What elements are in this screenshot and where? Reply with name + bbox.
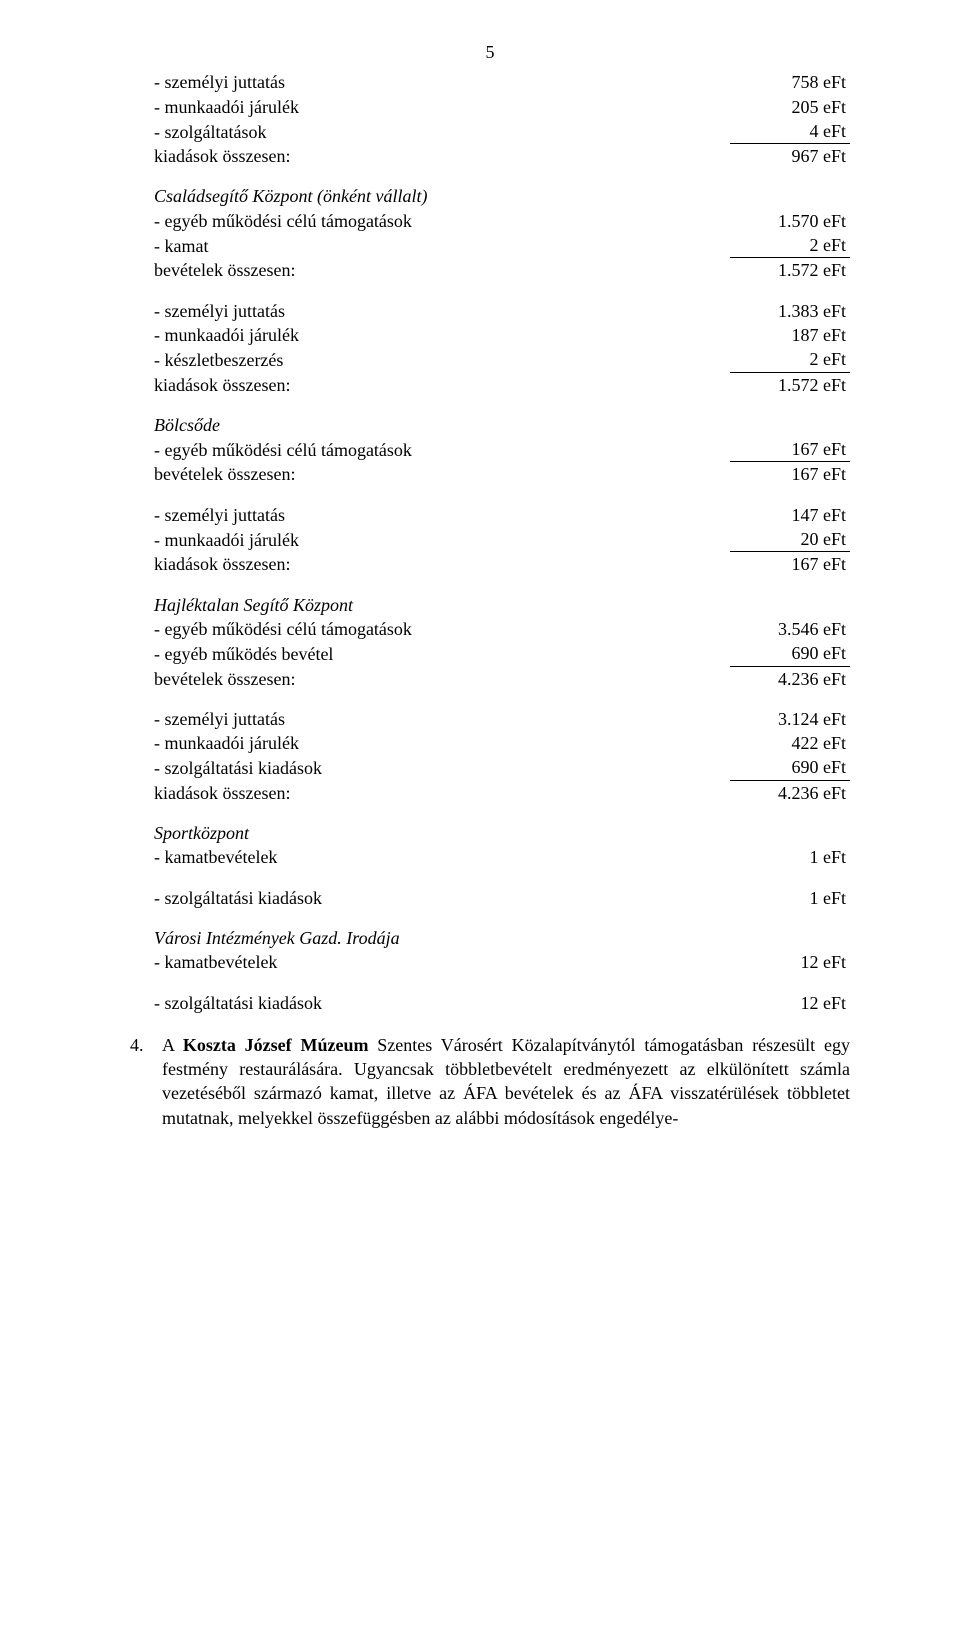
paragraph-pre: A	[162, 1035, 183, 1055]
item-value: 1.383 eFt	[730, 299, 850, 323]
item-value: 3.124 eFt	[730, 707, 850, 731]
line-item: - kamatbevételek 12 eFt	[154, 950, 850, 974]
item-value: 1 eFt	[730, 845, 850, 869]
item-value: 2 eFt	[730, 347, 850, 372]
item-value: 3.546 eFt	[730, 617, 850, 641]
item-label: bevételek összesen:	[154, 667, 730, 691]
item-value: 690 eFt	[730, 641, 850, 666]
line-item: - egyéb működés bevétel 690 eFt	[154, 641, 850, 666]
section-title: Családsegítő Központ (önként vállalt)	[154, 184, 850, 208]
total-row: kiadások összesen: 167 eFt	[154, 552, 850, 576]
item-label: - készletbeszerzés	[154, 348, 730, 372]
item-value: 1 eFt	[730, 886, 850, 910]
item-label: kiadások összesen:	[154, 781, 730, 805]
line-item: - szolgáltatási kiadások 690 eFt	[154, 755, 850, 780]
item-label: kiadások összesen:	[154, 144, 730, 168]
item-label: - munkaadói járulék	[154, 528, 730, 552]
item-label: - szolgáltatási kiadások	[154, 991, 730, 1015]
item-value: 167 eFt	[730, 552, 850, 576]
item-value: 12 eFt	[730, 950, 850, 974]
total-row: bevételek összesen: 1.572 eFt	[154, 258, 850, 282]
item-value: 422 eFt	[730, 731, 850, 755]
item-label: - személyi juttatás	[154, 707, 730, 731]
item-label: - személyi juttatás	[154, 503, 730, 527]
item-value: 4.236 eFt	[730, 667, 850, 691]
item-label: - egyéb működési célú támogatások	[154, 209, 730, 233]
numbered-paragraph: 4. A Koszta József Múzeum Szentes Városé…	[130, 1033, 850, 1130]
item-value: 2 eFt	[730, 233, 850, 258]
line-item: - személyi juttatás 1.383 eFt	[154, 299, 850, 323]
line-item: - szolgáltatási kiadások 1 eFt	[154, 886, 850, 910]
section-title: Városi Intézmények Gazd. Irodája	[154, 926, 850, 950]
total-row: kiadások összesen: 967 eFt	[154, 144, 850, 168]
item-label: - munkaadói járulék	[154, 95, 730, 119]
line-item: - készletbeszerzés 2 eFt	[154, 347, 850, 372]
item-label: - személyi juttatás	[154, 70, 730, 94]
item-value: 4 eFt	[730, 119, 850, 144]
line-item: - munkaadói járulék 20 eFt	[154, 527, 850, 552]
item-label: - szolgáltatások	[154, 120, 730, 144]
item-label: - kamat	[154, 234, 730, 258]
line-item: - szolgáltatások 4 eFt	[154, 119, 850, 144]
item-label: - munkaadói járulék	[154, 731, 730, 755]
item-label: bevételek összesen:	[154, 258, 730, 282]
line-item: - egyéb működési célú támogatások 167 eF…	[154, 437, 850, 462]
item-value: 1.572 eFt	[730, 258, 850, 282]
paragraph-bold: Koszta József Múzeum	[183, 1035, 369, 1055]
line-item: - személyi juttatás 758 eFt	[154, 70, 850, 94]
item-value: 758 eFt	[730, 70, 850, 94]
section-title: Hajléktalan Segítő Központ	[154, 593, 850, 617]
line-item: - kamatbevételek 1 eFt	[154, 845, 850, 869]
item-label: - egyéb működési célú támogatások	[154, 438, 730, 462]
item-value: 1.572 eFt	[730, 373, 850, 397]
total-row: kiadások összesen: 1.572 eFt	[154, 373, 850, 397]
line-item: - munkaadói járulék 205 eFt	[154, 95, 850, 119]
line-item: - kamat 2 eFt	[154, 233, 850, 258]
item-value: 1.570 eFt	[730, 209, 850, 233]
line-item: - személyi juttatás 147 eFt	[154, 503, 850, 527]
total-row: kiadások összesen: 4.236 eFt	[154, 781, 850, 805]
item-value: 4.236 eFt	[730, 781, 850, 805]
item-value: 187 eFt	[730, 323, 850, 347]
section-title: Bölcsőde	[154, 413, 850, 437]
item-label: - szolgáltatási kiadások	[154, 886, 730, 910]
line-item: - szolgáltatási kiadások 12 eFt	[154, 991, 850, 1015]
section-title: Sportközpont	[154, 821, 850, 845]
item-value: 167 eFt	[730, 437, 850, 462]
item-label: - egyéb működés bevétel	[154, 642, 730, 666]
item-value: 167 eFt	[730, 462, 850, 486]
item-value: 147 eFt	[730, 503, 850, 527]
item-label: - kamatbevételek	[154, 950, 730, 974]
item-label: bevételek összesen:	[154, 462, 730, 486]
page-number: 5	[130, 40, 850, 64]
line-item: - egyéb működési célú támogatások 1.570 …	[154, 209, 850, 233]
total-row: bevételek összesen: 4.236 eFt	[154, 667, 850, 691]
item-value: 205 eFt	[730, 95, 850, 119]
total-row: bevételek összesen: 167 eFt	[154, 462, 850, 486]
item-value: 20 eFt	[730, 527, 850, 552]
line-item: - egyéb működési célú támogatások 3.546 …	[154, 617, 850, 641]
item-label: kiadások összesen:	[154, 552, 730, 576]
item-label: - kamatbevételek	[154, 845, 730, 869]
line-item: - munkaadói járulék 422 eFt	[154, 731, 850, 755]
item-label: kiadások összesen:	[154, 373, 730, 397]
item-label: - munkaadói járulék	[154, 323, 730, 347]
paragraph-body: A Koszta József Múzeum Szentes Városért …	[162, 1033, 850, 1130]
item-value: 12 eFt	[730, 991, 850, 1015]
item-value: 967 eFt	[730, 144, 850, 168]
item-label: - szolgáltatási kiadások	[154, 756, 730, 780]
item-label: - egyéb működési célú támogatások	[154, 617, 730, 641]
item-label: - személyi juttatás	[154, 299, 730, 323]
line-item: - munkaadói járulék 187 eFt	[154, 323, 850, 347]
line-item: - személyi juttatás 3.124 eFt	[154, 707, 850, 731]
item-value: 690 eFt	[730, 755, 850, 780]
paragraph-number: 4.	[130, 1033, 152, 1130]
